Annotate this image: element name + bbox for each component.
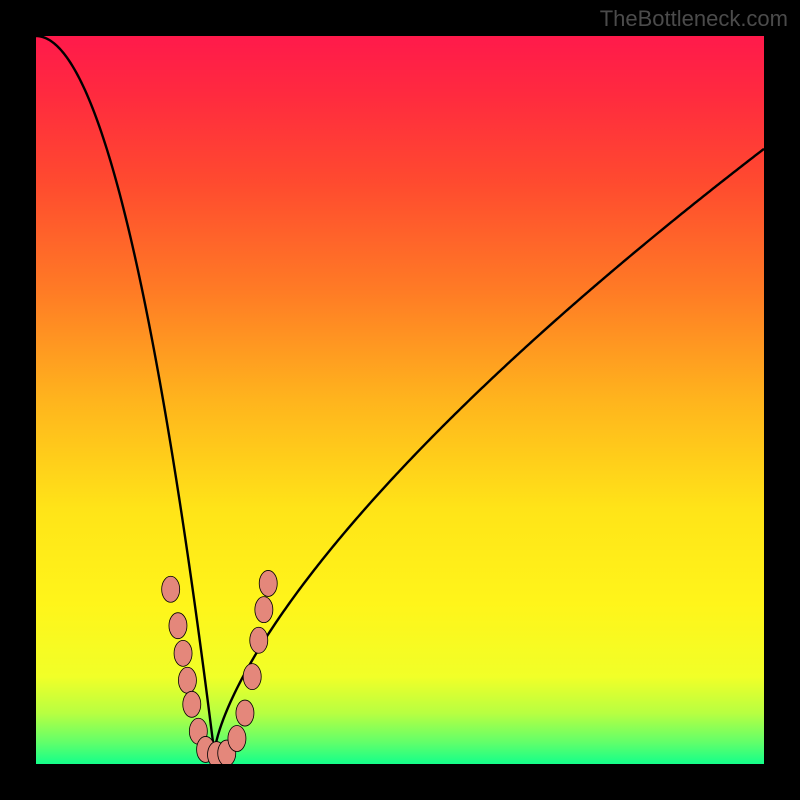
data-marker <box>183 691 201 717</box>
chart-frame: TheBottleneck.com <box>0 0 800 800</box>
data-marker <box>243 664 261 690</box>
data-marker <box>255 597 273 623</box>
data-marker <box>250 627 268 653</box>
watermark-text: TheBottleneck.com <box>600 6 788 32</box>
data-marker <box>162 576 180 602</box>
data-marker <box>228 726 246 752</box>
chart-plot-area <box>36 36 764 764</box>
data-marker <box>178 667 196 693</box>
data-marker <box>236 700 254 726</box>
data-marker <box>174 640 192 666</box>
data-marker <box>169 613 187 639</box>
chart-background <box>36 36 764 764</box>
data-marker <box>259 570 277 596</box>
chart-svg <box>36 36 764 764</box>
